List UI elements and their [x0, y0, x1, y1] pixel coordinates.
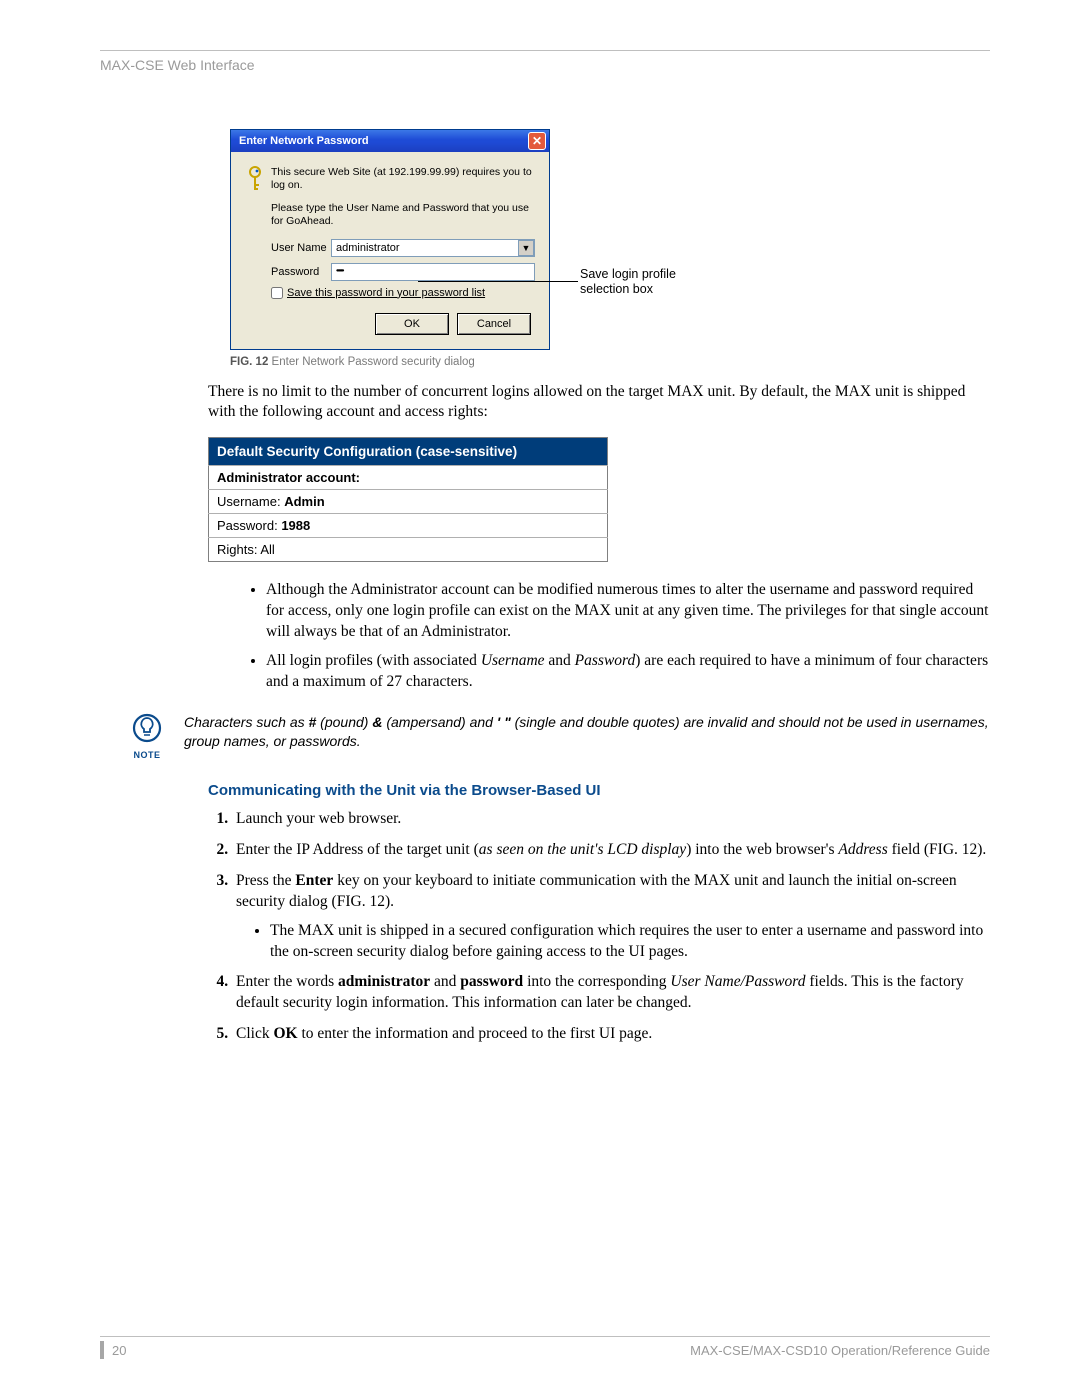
- username-input[interactable]: administrator ▼: [331, 239, 535, 257]
- header-rule: [100, 50, 990, 51]
- dialog-figure: Enter Network Password ✕: [230, 129, 990, 350]
- ok-button[interactable]: OK: [375, 313, 449, 335]
- table-header: Default Security Configuration (case-sen…: [209, 438, 608, 466]
- figure-caption: FIG. 12 Enter Network Password security …: [230, 356, 990, 368]
- callout-leader-line: [418, 281, 578, 282]
- username-value: administrator: [336, 242, 400, 254]
- list-item: Press the Enter key on your keyboard to …: [232, 871, 990, 963]
- section-heading: Communicating with the Unit via the Brow…: [208, 782, 990, 799]
- close-icon[interactable]: ✕: [528, 132, 546, 150]
- table-row: Rights: All: [209, 538, 608, 562]
- list-item: Enter the IP Address of the target unit …: [232, 840, 990, 861]
- lightbulb-icon: NOTE: [130, 713, 164, 760]
- list-item: Click OK to enter the information and pr…: [232, 1024, 990, 1045]
- dialog-titlebar: Enter Network Password ✕: [231, 130, 549, 152]
- list-item: All login profiles (with associated User…: [266, 651, 990, 693]
- list-item: Launch your web browser.: [232, 809, 990, 830]
- dialog-body: This secure Web Site (at 192.199.99.99) …: [231, 152, 549, 349]
- list-item: The MAX unit is shipped in a secured con…: [270, 921, 990, 963]
- password-input[interactable]: ••••••••: [331, 263, 535, 281]
- password-label: Password: [271, 266, 331, 278]
- note-text: Characters such as # (pound) & (ampersan…: [184, 713, 990, 751]
- table-row: Password: 1988: [209, 514, 608, 538]
- steps-list: Launch your web browser. Enter the IP Ad…: [208, 809, 990, 1045]
- chevron-down-icon[interactable]: ▼: [518, 240, 534, 256]
- note-block: NOTE Characters such as # (pound) & (amp…: [130, 713, 990, 760]
- table-row: Username: Admin: [209, 490, 608, 514]
- callout-text: Save login profile selection box: [580, 267, 676, 297]
- list-item: Although the Administrator account can b…: [266, 580, 990, 643]
- intro-paragraph: There is no limit to the number of concu…: [208, 382, 990, 424]
- dialog-msg-1: This secure Web Site (at 192.199.99.99) …: [271, 166, 535, 192]
- dialog-msg-2: Please type the User Name and Password t…: [271, 202, 535, 228]
- key-icon: [245, 166, 271, 239]
- security-config-table: Default Security Configuration (case-sen…: [208, 437, 608, 562]
- note-label: NOTE: [130, 750, 164, 760]
- page-footer: 20 MAX-CSE/MAX-CSD10 Operation/Reference…: [100, 1336, 990, 1359]
- bullet-list: Although the Administrator account can b…: [208, 580, 990, 693]
- save-password-label: Save this password in your password list: [287, 287, 485, 299]
- footer-guide-title: MAX-CSE/MAX-CSD10 Operation/Reference Gu…: [690, 1343, 990, 1358]
- page: MAX-CSE Web Interface Enter Network Pass…: [0, 0, 1080, 1397]
- password-dialog: Enter Network Password ✕: [230, 129, 550, 350]
- username-label: User Name: [271, 242, 331, 254]
- footer-accent-bar: [100, 1341, 104, 1359]
- cancel-button[interactable]: Cancel: [457, 313, 531, 335]
- dialog-title: Enter Network Password: [239, 135, 369, 147]
- save-password-checkbox[interactable]: [271, 287, 283, 299]
- list-item: Enter the words administrator and passwo…: [232, 972, 990, 1014]
- page-number: 20: [112, 1343, 126, 1358]
- table-row: Administrator account:: [209, 466, 608, 490]
- header-title: MAX-CSE Web Interface: [100, 57, 990, 73]
